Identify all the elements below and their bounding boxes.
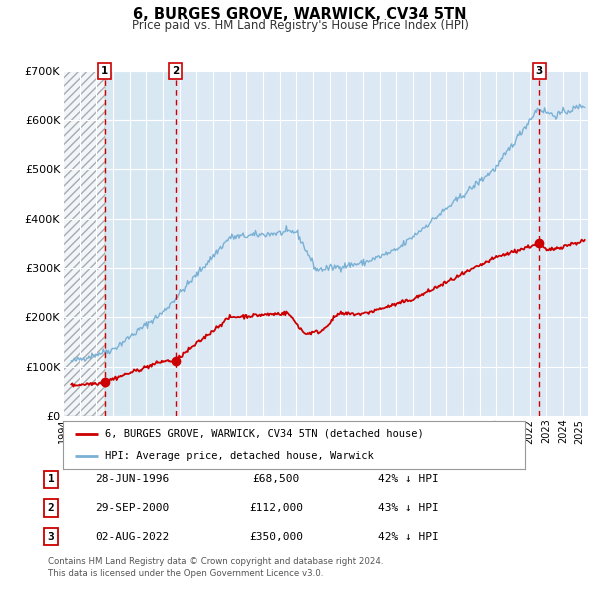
Text: 2: 2 xyxy=(47,503,55,513)
Text: 3: 3 xyxy=(536,66,543,76)
Bar xyxy=(104,71,175,416)
Text: 1: 1 xyxy=(101,66,108,76)
Text: 43% ↓ HPI: 43% ↓ HPI xyxy=(377,503,439,513)
Text: £350,000: £350,000 xyxy=(249,532,303,542)
Text: This data is licensed under the Open Government Licence v3.0.: This data is licensed under the Open Gov… xyxy=(48,569,323,578)
Text: Price paid vs. HM Land Registry's House Price Index (HPI): Price paid vs. HM Land Registry's House … xyxy=(131,19,469,32)
Text: 6, BURGES GROVE, WARWICK, CV34 5TN (detached house): 6, BURGES GROVE, WARWICK, CV34 5TN (deta… xyxy=(104,429,424,439)
Text: Contains HM Land Registry data © Crown copyright and database right 2024.: Contains HM Land Registry data © Crown c… xyxy=(48,558,383,566)
Text: 3: 3 xyxy=(47,532,55,542)
Text: 02-AUG-2022: 02-AUG-2022 xyxy=(95,532,169,542)
Bar xyxy=(63,71,104,416)
Text: 2: 2 xyxy=(172,66,179,76)
Bar xyxy=(63,71,104,416)
Text: 29-SEP-2000: 29-SEP-2000 xyxy=(95,503,169,513)
Text: 42% ↓ HPI: 42% ↓ HPI xyxy=(377,474,439,484)
Text: £112,000: £112,000 xyxy=(249,503,303,513)
Text: £68,500: £68,500 xyxy=(253,474,299,484)
Text: HPI: Average price, detached house, Warwick: HPI: Average price, detached house, Warw… xyxy=(104,451,373,461)
Text: 42% ↓ HPI: 42% ↓ HPI xyxy=(377,532,439,542)
Text: 28-JUN-1996: 28-JUN-1996 xyxy=(95,474,169,484)
Text: 6, BURGES GROVE, WARWICK, CV34 5TN: 6, BURGES GROVE, WARWICK, CV34 5TN xyxy=(133,7,467,22)
Text: 1: 1 xyxy=(47,474,55,484)
